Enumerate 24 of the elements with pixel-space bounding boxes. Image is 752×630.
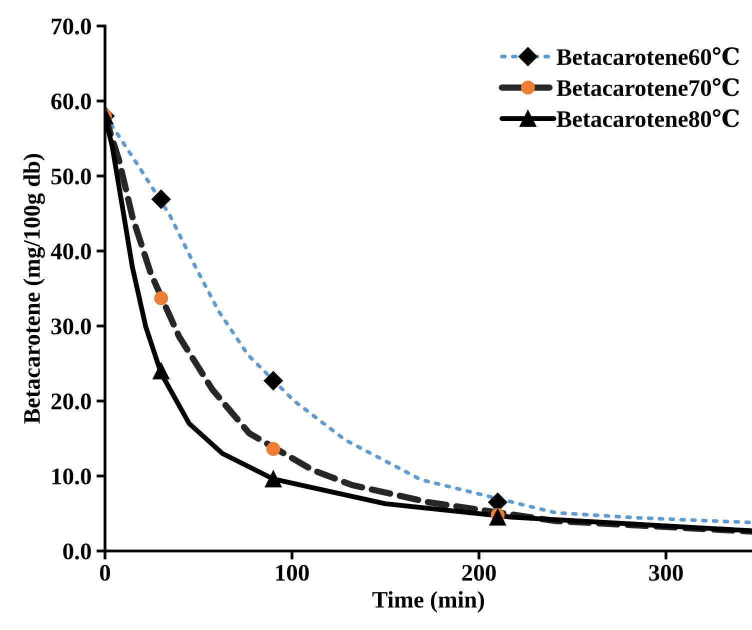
y-tick-label: 40.0 (50, 243, 91, 260)
x-axis-title: Time (min) (372, 591, 484, 613)
legend-label: Betacarotene80℃ (556, 109, 739, 128)
y-tick-label: 20.0 (51, 393, 91, 410)
y-tick-label: 30.0 (51, 318, 91, 335)
x-tick-label: 100 (276, 564, 309, 581)
point (152, 362, 170, 380)
y-axis-title: Betacarotene (mg/100g db) (23, 154, 45, 424)
x-tick-label: 200 (462, 564, 496, 581)
y-tick-label: 50.0 (51, 168, 91, 185)
y-tick-label: 60.0 (51, 93, 91, 110)
legend-label: Betacarotene70℃ (556, 78, 739, 96)
y-tick-label: 10.0 (52, 468, 91, 485)
point (264, 470, 282, 488)
x-tick-label: 0 (100, 564, 110, 581)
point (152, 190, 171, 209)
y-tick-label: 70.0 (52, 18, 91, 35)
legend-label: Betacarotene60℃ (556, 47, 739, 66)
point (154, 291, 168, 306)
point (266, 442, 280, 456)
x-tick-label: 300 (649, 564, 683, 581)
point (489, 508, 506, 526)
y-tick-label: 0.0 (63, 543, 91, 560)
point (264, 371, 283, 390)
